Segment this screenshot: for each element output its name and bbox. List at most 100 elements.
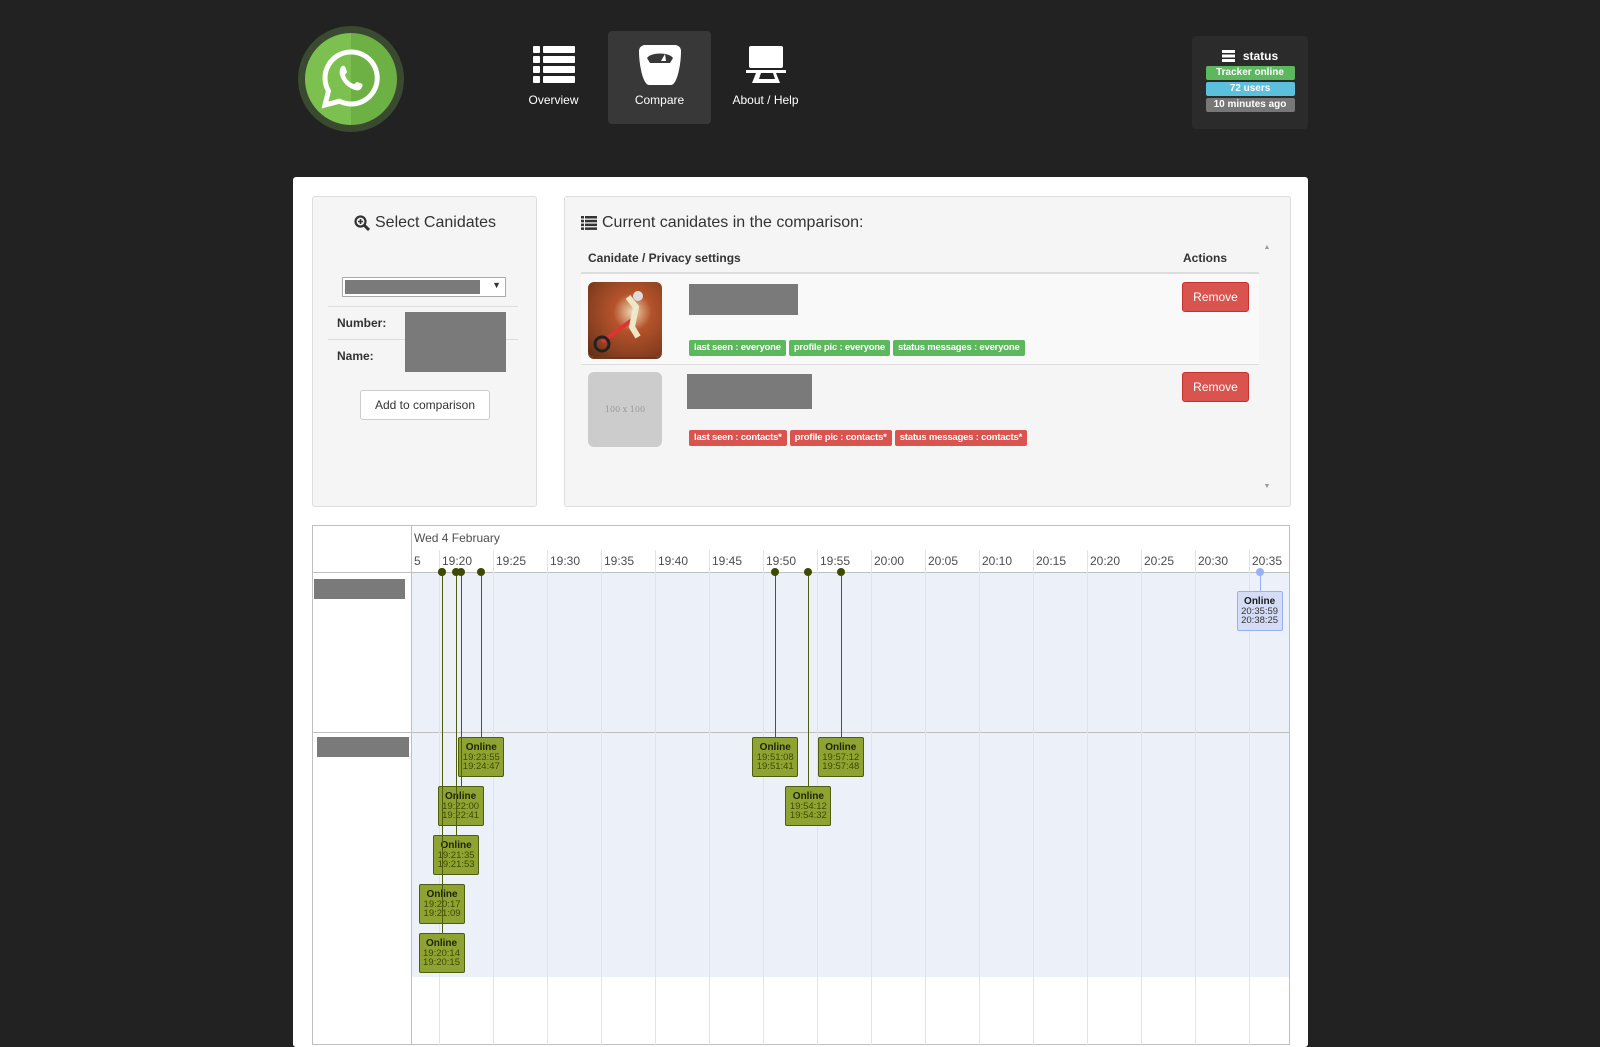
divider [328,306,518,307]
timeline-item-dot [456,568,465,576]
item-label: Online [825,742,857,753]
remove-button[interactable]: Remove [1182,282,1249,312]
timeline-item-online[interactable]: Online 19:54:12 19:54:32 [785,786,832,826]
item-label: Online [465,742,497,753]
timeline-item-connector [460,572,462,786]
status-title: status [1242,49,1279,63]
timeline-tick-label: 20:35 [1252,554,1283,568]
select-candidates-heading: Select Canidates [354,214,496,232]
timeline-item-dot [437,568,446,576]
item-label: Online [425,938,458,949]
candidate-select[interactable]: ▼ [342,277,506,297]
item-start: 19:57:12 [822,751,860,763]
timeline-item-dot [452,568,461,576]
list-icon [581,216,597,230]
divider [581,364,1259,365]
item-start: 19:20:14 [423,947,460,959]
item-end: 19:21:53 [437,859,475,870]
timeline-item-online[interactable]: Online 19:51:08 19:51:41 [752,737,799,777]
server-icon [1221,50,1235,62]
timeline-item-connector [442,572,444,884]
whatsapp-phone-icon [321,49,380,109]
timeline-gridline [547,550,548,1045]
timeline-gridline [493,550,494,1045]
timeline-tick-label: 20:25 [1144,554,1175,568]
scroll-up-icon[interactable]: ▲ [1263,244,1271,251]
scrollbar[interactable]: ▲ ▼ [1262,244,1272,490]
nav-about-help[interactable]: About / Help [714,31,817,124]
timeline-gridline [709,550,710,1045]
timeline-tick-label: 19:35 [604,554,635,568]
redacted-number-name [405,312,506,372]
timeline-item-dot [1255,568,1264,576]
timeline-gridline [655,550,656,1045]
item-start: 19:54:12 [789,800,827,812]
timeline-tick-label: 20:05 [928,554,959,568]
whatsapp-logo[interactable] [298,26,404,132]
timeline-tick-label: 20:00 [874,554,905,568]
candidate-avatar-photo [588,282,662,357]
redacted-group-label [317,737,409,757]
timeline-item-connector [441,572,443,933]
timeline-item-connector [808,572,810,786]
timeline-item-dot [804,568,813,576]
timeline-tick-label: 19:45 [712,554,743,568]
nav-overview[interactable]: Overview [502,31,605,124]
timeline-tick-label: 5 [414,554,421,568]
item-label: Online [440,840,472,851]
timeline-item-dot [836,568,845,576]
timeline-item-connector [456,572,458,835]
timeline-group-divider [312,732,1290,733]
timeline-tick-label: 19:55 [820,554,851,568]
panel-title: Select Canidates [375,214,496,231]
last-update-badge: 10 minutes ago [1205,98,1295,112]
panel-title: Current canidates in the comparison: [602,214,864,231]
privacy-tags: last seen : everyone profile pic : everyo… [689,337,1028,356]
scroll-down-icon[interactable]: ▼ [1263,483,1271,490]
tag-last-seen: last seen : contacts* [689,430,787,446]
timeline-item-online[interactable]: Online 19:21:35 19:21:53 [433,835,480,875]
timeline-label-divider [411,525,412,1045]
item-end: 19:51:41 [756,761,794,772]
tag-status-messages: status messages : contacts* [894,430,1028,446]
timeline-tick-label: 20:30 [1198,554,1229,568]
timeline-item-online[interactable]: Online 19:57:12 19:57:48 [817,737,864,777]
timeline-tick-label: 20:20 [1090,554,1121,568]
timeline-date-label: Wed 4 February [414,531,500,545]
item-end: 19:20:15 [423,957,460,968]
item-start: 19:51:08 [756,751,794,763]
timeline-gridline [979,550,980,1045]
timeline-gridline [601,550,602,1045]
tracker-status-badge: Tracker online [1205,66,1295,80]
timeline-item-online[interactable]: Online 19:20:14 19:20:15 [418,933,465,973]
redacted-group-label [314,579,405,599]
item-label: Online [445,791,477,802]
users-count-badge: 72 users [1205,82,1295,96]
timeline-item-dot [477,568,486,576]
timeline-item-dot [771,568,780,576]
add-to-comparison-button[interactable]: Add to comparison [360,390,490,420]
timeline-tick-label: 20:15 [1036,554,1067,568]
name-label: Name: [337,349,374,363]
timeline-item-online[interactable]: Online 19:23:55 19:24:47 [458,737,505,777]
timeline-gridline [871,550,872,1045]
timeline-item-connector [775,572,777,737]
timeline-item-online[interactable]: Online 20:35:59 20:38:25 [1236,591,1283,631]
item-start: 19:23:55 [462,751,500,763]
divider [581,272,1259,274]
item-end: 19:22:41 [442,810,480,821]
timeline-tick-label: 19:30 [550,554,581,568]
timeline-tick-label: 19:50 [766,554,797,568]
nav-compare[interactable]: Compare [608,31,711,124]
timeline-tick-label: 19:25 [496,554,527,568]
item-end: 20:38:25 [1241,615,1279,626]
redacted-value [345,280,480,294]
tag-profile-pic: profile pic : contacts* [789,430,892,446]
privacy-tags: last seen : contacts* profile pic : conta… [689,427,1030,446]
status-box: status Tracker online 72 users 10 minute… [1192,36,1308,129]
timeline-item-connector [840,572,842,737]
timeline-item-connector [481,572,483,737]
remove-button[interactable]: Remove [1182,372,1249,402]
redacted-candidate-name [689,284,798,315]
timeline-item-online[interactable]: Online 19:22:00 19:22:41 [437,786,484,826]
